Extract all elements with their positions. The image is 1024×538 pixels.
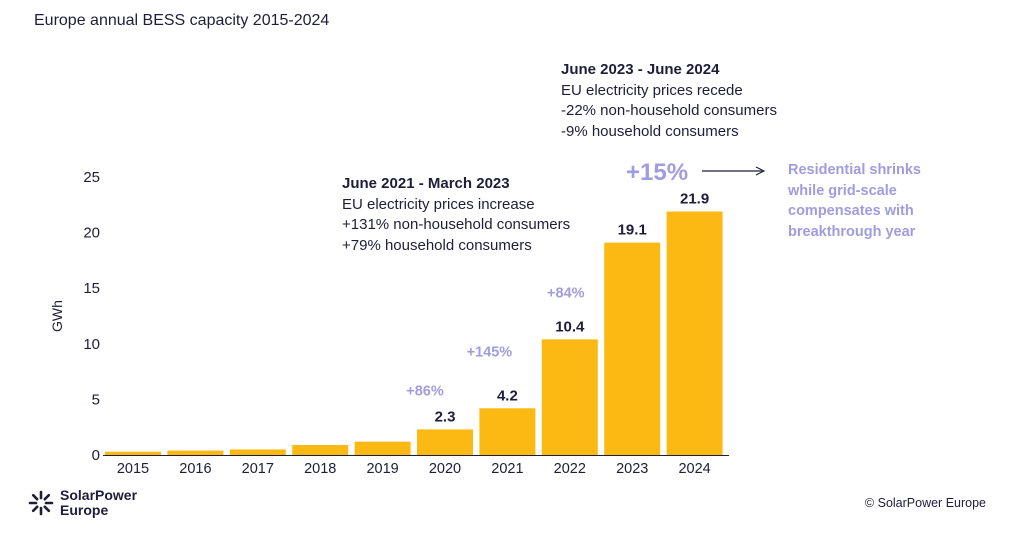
y-tick-label: 25	[83, 169, 100, 186]
bar-2017	[229, 449, 286, 455]
annotation-price-recede-heading: June 2023 - June 2024	[561, 61, 720, 78]
solarpower-logo: SolarPower Europe	[28, 488, 137, 518]
data-label: 10.4	[555, 318, 585, 335]
x-tick-label: 2023	[616, 461, 648, 477]
growth-label-2024: +15%	[626, 159, 688, 186]
annotation-price-increase-line: EU electricity prices increase	[342, 195, 535, 213]
x-tick-label: 2021	[491, 461, 523, 477]
bar-2020	[417, 429, 473, 455]
y-tick-label: 0	[92, 447, 100, 464]
annotation-price-increase-line: +131% non-household consumers	[342, 216, 571, 233]
annotation-price-increase-line: +79% household consumers	[342, 236, 532, 254]
y-tick-label: 10	[83, 336, 100, 353]
bar-2018	[292, 444, 349, 455]
chart-title: Europe annual BESS capacity 2015-2024	[34, 12, 330, 29]
x-tick-label: 2024	[678, 461, 710, 477]
y-tick-label: 15	[83, 280, 100, 297]
bar-2023	[604, 242, 661, 455]
growth-label-2022: +84%	[547, 285, 585, 301]
annotation-price-recede-line: -22% non-household consumers	[561, 102, 777, 119]
data-label: 2.3	[435, 408, 456, 425]
data-label: 21.9	[680, 190, 709, 207]
y-tick-label: 20	[83, 225, 100, 242]
y-tick-label: 5	[92, 391, 100, 408]
logo-wordmark: SolarPower Europe	[60, 488, 137, 518]
logo-line-2: Europe	[60, 502, 109, 518]
copyright-notice: © SolarPower Europe	[864, 496, 986, 510]
callout-residential-shrinks: Residential shrinks while grid-scale com…	[788, 162, 921, 240]
x-tick-label: 2019	[366, 461, 398, 477]
annotation-price-recede: June 2023 - June 2024 EU electricity pri…	[561, 60, 777, 142]
data-label: 19.1	[618, 222, 647, 239]
bar-2024	[666, 211, 723, 455]
sun-icon	[28, 490, 54, 516]
data-label: 4.2	[497, 387, 518, 404]
annotation-price-increase: June 2021 - March 2023 EU electricity pr…	[342, 174, 570, 256]
annotation-price-recede-line: EU electricity prices recede	[561, 81, 743, 99]
logo-line-1: SolarPower	[60, 487, 138, 503]
annotation-price-recede-line: -9% household consumers	[561, 122, 739, 140]
x-tick-label: 2018	[304, 461, 336, 477]
bar-2019	[354, 441, 411, 455]
y-axis-label: GWh	[49, 300, 65, 332]
x-tick-label: 2020	[429, 461, 461, 477]
annotation-price-increase-heading: June 2021 - March 2023	[342, 175, 510, 192]
bar-2016	[167, 450, 224, 455]
bar-2015	[105, 451, 161, 455]
x-tick-label: 2022	[554, 461, 586, 477]
growth-label-2020: +86%	[406, 383, 444, 399]
x-tick-label: 2016	[179, 461, 211, 477]
bar-2022	[541, 339, 598, 455]
x-tick-label: 2015	[117, 461, 149, 477]
bar-2021	[479, 408, 536, 455]
arrow-right-icon	[755, 166, 766, 176]
x-tick-label: 2017	[242, 461, 274, 477]
growth-label-2021: +145%	[467, 344, 513, 360]
